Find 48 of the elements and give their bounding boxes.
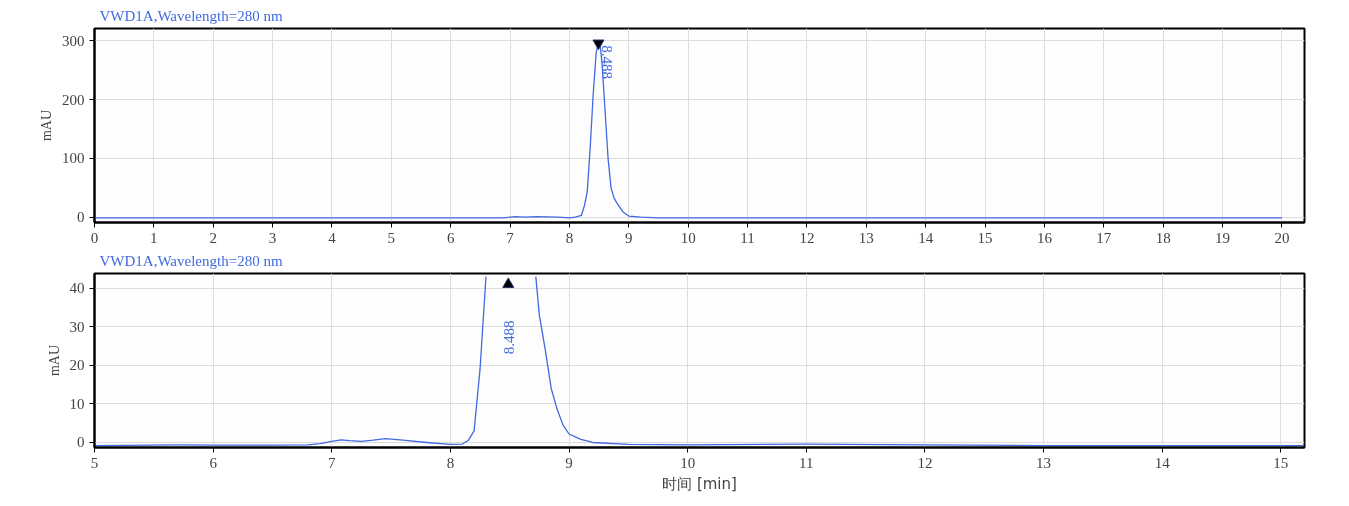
x-tick-label: 10 bbox=[680, 229, 696, 246]
x-tick-label: 4 bbox=[328, 229, 337, 246]
x-tick-label: 20 bbox=[1274, 229, 1290, 246]
x-tick-label: 5 bbox=[387, 229, 396, 246]
x-tick-label: 8 bbox=[446, 454, 455, 471]
x-tick-label: 15 bbox=[1273, 454, 1289, 471]
x-tick-label: 17 bbox=[1096, 229, 1112, 246]
x-tick-label: 2 bbox=[209, 229, 217, 246]
x-tick-label: 9 bbox=[565, 454, 573, 471]
x-tick-label: 11 bbox=[799, 454, 814, 471]
x-tick-label: 18 bbox=[1155, 229, 1171, 246]
chart-title: VWD1A,Wavelength=280 nm bbox=[99, 7, 283, 24]
y-tick-label: 100 bbox=[62, 150, 85, 167]
x-tick-label: 14 bbox=[918, 229, 934, 246]
x-tick-label: 12 bbox=[917, 454, 933, 471]
chart-title: VWD1A,Wavelength=280 nm bbox=[99, 252, 283, 269]
x-tick-label: 6 bbox=[446, 229, 455, 246]
x-tick-label: 19 bbox=[1215, 229, 1231, 246]
x-tick-label: 1 bbox=[150, 229, 158, 246]
y-tick-label: 0 bbox=[77, 434, 85, 451]
x-tick-label: 3 bbox=[268, 229, 277, 246]
annotation: 8.488 bbox=[501, 320, 518, 355]
x-tick-label: 7 bbox=[506, 229, 515, 246]
x-tick-label: 14 bbox=[1154, 454, 1171, 471]
x-tick-label: 12 bbox=[799, 229, 815, 246]
y-tick-label: 0 bbox=[77, 209, 85, 226]
x-tick-label: 0 bbox=[90, 229, 99, 246]
x-tick-label: 5 bbox=[90, 454, 99, 471]
y-tick-label: 200 bbox=[62, 91, 85, 108]
x-tick-label: 13 bbox=[858, 229, 874, 246]
x-tick-label: 6 bbox=[209, 454, 218, 471]
x-tick-label: 8 bbox=[565, 229, 574, 246]
y-tick-label: 40 bbox=[69, 280, 85, 297]
y-tick-label: 10 bbox=[69, 395, 85, 412]
annotation: 8.488 bbox=[599, 45, 616, 79]
x-tick-label: 13 bbox=[1036, 454, 1052, 471]
x-tick-label: 9 bbox=[625, 229, 633, 246]
x-tick-label: 7 bbox=[328, 454, 336, 471]
x-tick-label: 16 bbox=[1036, 229, 1053, 246]
y-tick-label: 30 bbox=[69, 318, 85, 335]
y-tick-label: 300 bbox=[62, 32, 85, 49]
x-axis-title: 时间 [min] bbox=[662, 474, 737, 493]
y-axis-title: mAU bbox=[46, 344, 62, 377]
y-tick-label: 20 bbox=[69, 357, 85, 374]
y-axis-title: mAU bbox=[39, 109, 54, 142]
x-tick-label: 11 bbox=[740, 229, 755, 246]
x-tick-label: 10 bbox=[680, 454, 696, 471]
x-tick-label: 15 bbox=[977, 229, 993, 246]
